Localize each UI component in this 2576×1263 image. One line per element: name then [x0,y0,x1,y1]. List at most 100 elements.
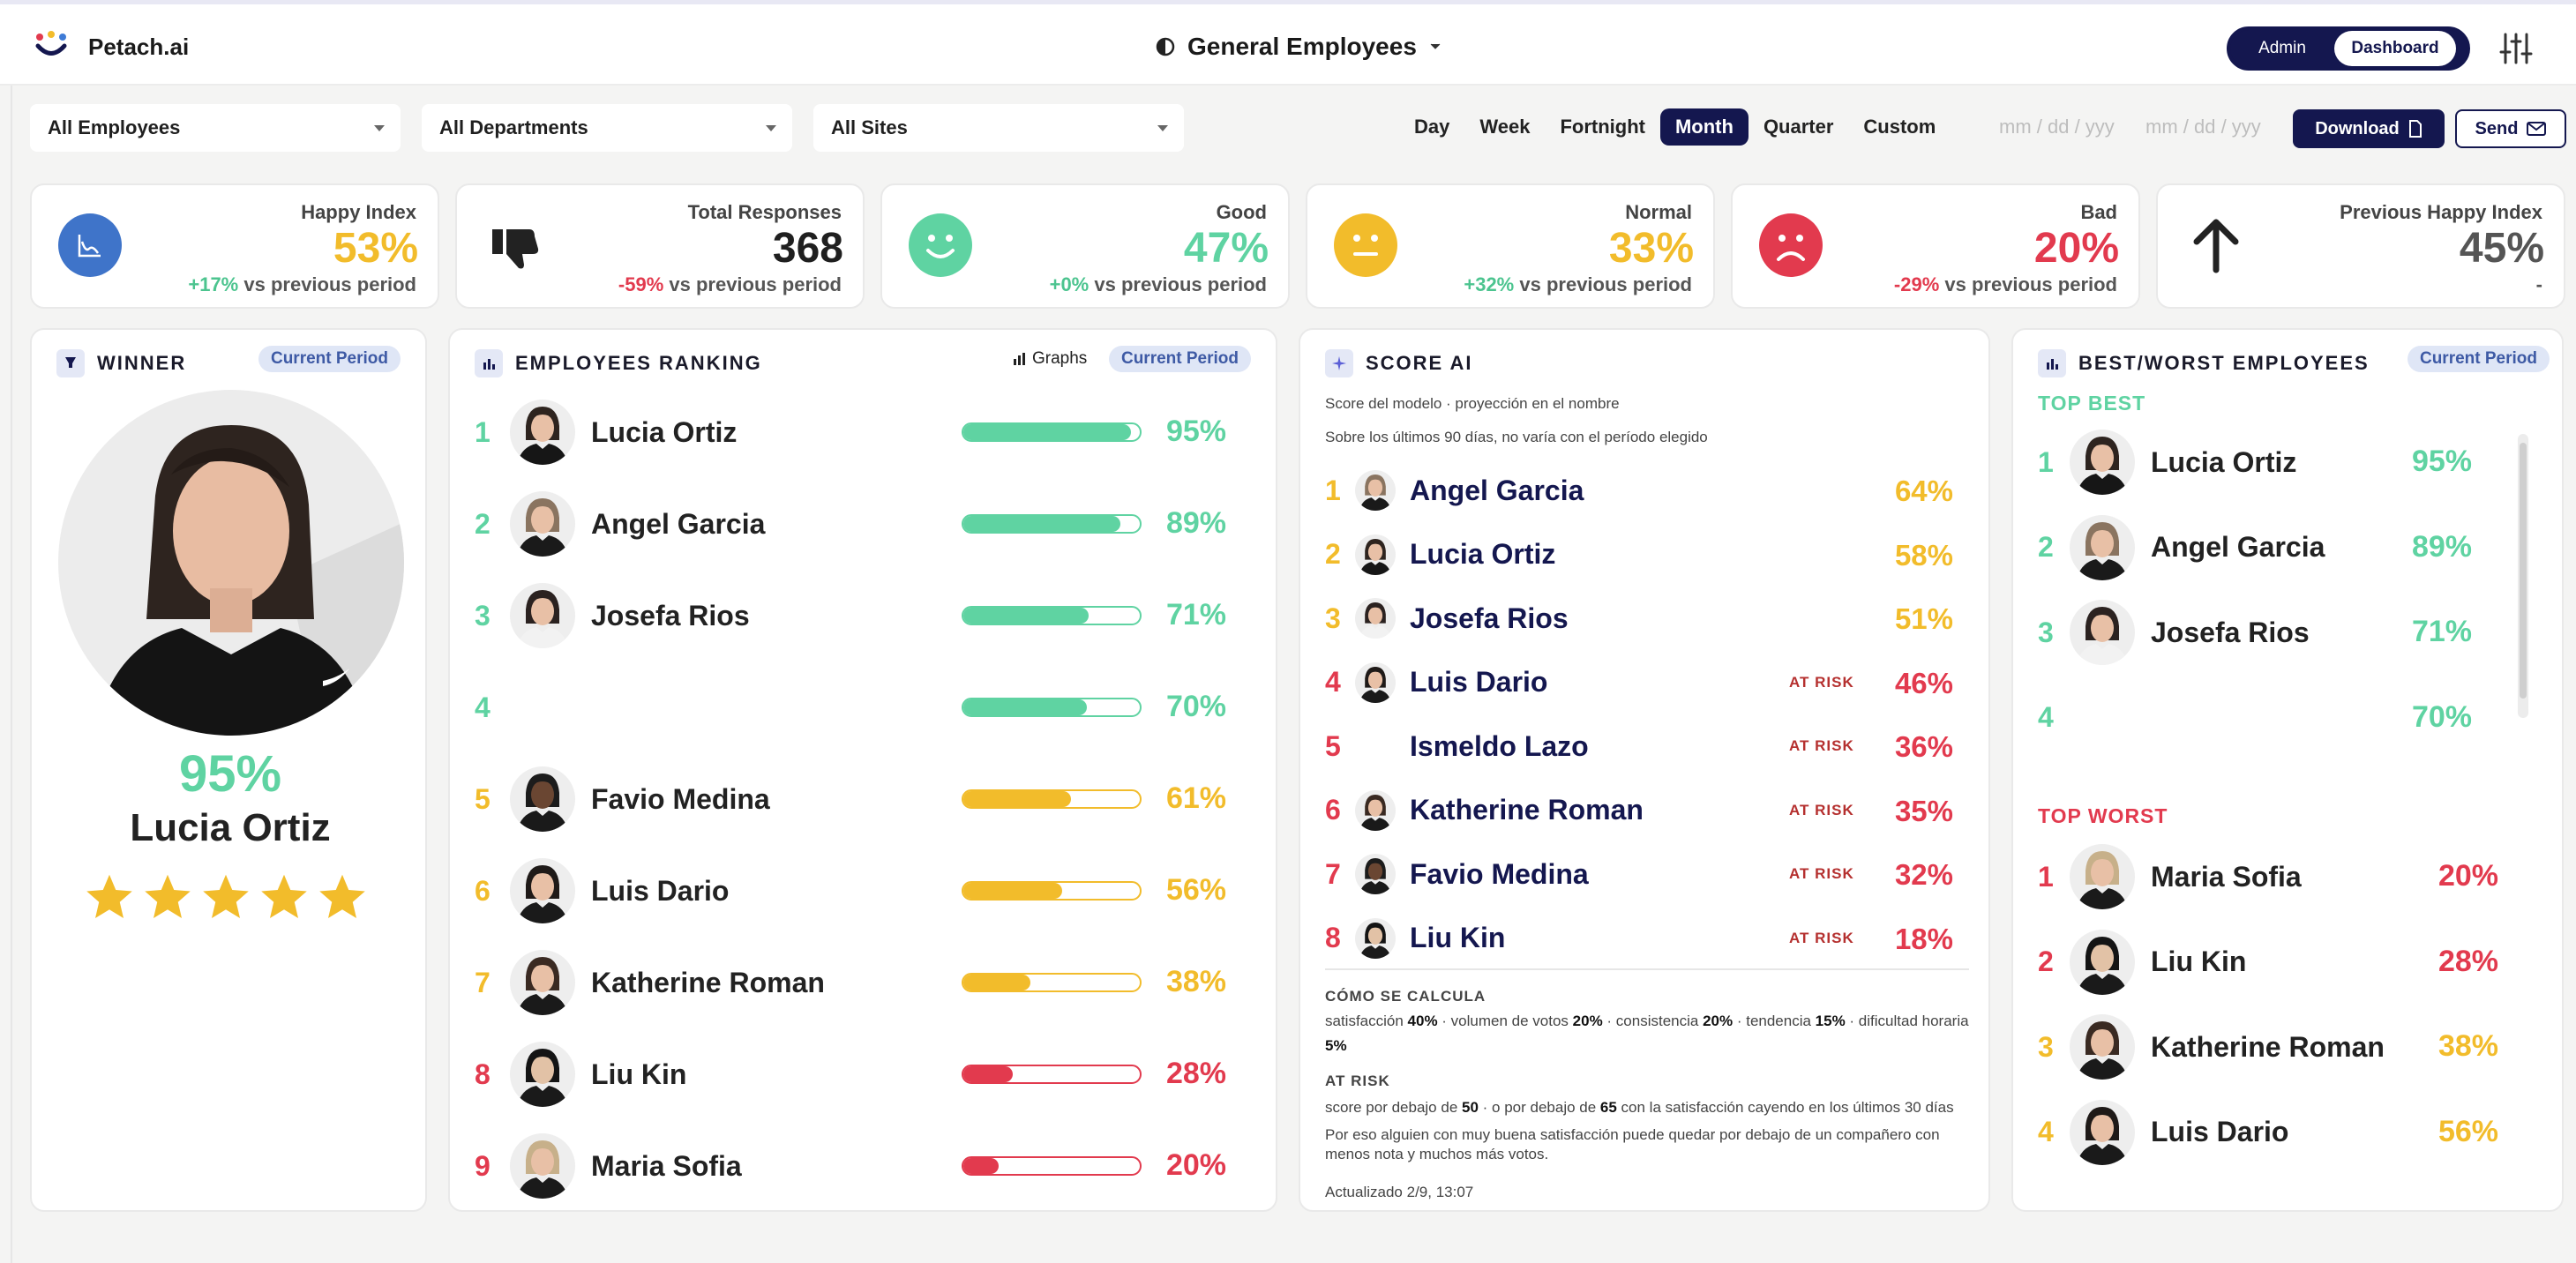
rank-number: 2 [1325,538,1341,570]
employee-name: Josefa Rios [1410,602,1569,634]
thumbs-down-icon [492,229,539,269]
scrollbar-thumb[interactable] [2520,443,2527,699]
score-ai-row[interactable]: 6 Katherine Roman [1325,784,1644,837]
score-ai-value: 51% [1894,602,1953,635]
employee-score: 89% [1165,506,1226,540]
tab-week[interactable]: Week [1479,116,1531,138]
dashboard-toggle[interactable]: Dashboard [2334,31,2456,66]
score-ai-row[interactable]: 4 Luis Dario [1325,656,1547,709]
kpi-good: Good 47% +0% vs previous period [880,183,1290,309]
score-bar-fill [963,975,1030,990]
rank-number: 2 [2038,945,2054,977]
kpi-delta-value: +17% [188,273,239,295]
score-ai-value: 35% [1894,794,1953,827]
tab-month[interactable]: Month [1659,108,1749,146]
rank-number: 5 [1325,729,1341,762]
at-risk-badge: AT RISK [1789,865,1854,882]
employee-score: 70% [1165,690,1226,723]
score-ai-row[interactable]: 8 Liu Kin [1325,912,1505,965]
employee-score: 28% [2437,944,2498,978]
score-bar [962,789,1142,809]
employees-ranking-panel: EMPLOYEES RANKING Graphs Current Period … [448,328,1277,1212]
employee-name: Luis Dario [1410,666,1548,698]
score-bar [962,698,1142,717]
ranking-row[interactable]: 1 Lucia Ortiz [475,399,737,466]
top-worst-row[interactable]: 3 Katherine Roman [2038,1013,2385,1080]
happy-face-icon [909,213,972,277]
page-title: General Employees [1187,33,1417,60]
at-risk-badge: AT RISK [1789,737,1854,754]
kpi-value: 368 [772,225,843,272]
ranking-row[interactable]: 6 Luis Dario [475,857,729,924]
top-worst-row[interactable]: 1 Maria Sofia [2038,843,2302,910]
sites-filter[interactable]: All Sites [813,104,1184,152]
employee-avatar [1355,854,1396,894]
tab-quarter[interactable]: Quarter [1763,116,1834,138]
score-ai-value: 18% [1894,922,1953,955]
employee-score: 38% [1165,965,1226,998]
employee-avatar [1355,661,1396,703]
score-ai-row[interactable]: 3 Josefa Rios [1325,592,1569,645]
top-worst-row[interactable]: 2 Liu Kin [2038,929,2246,996]
employee-avatar [2070,1014,2135,1080]
ranking-row[interactable]: 4 [475,674,510,741]
ranking-row[interactable]: 8 Liu Kin [475,1041,686,1108]
departments-filter[interactable]: All Departments [422,104,792,152]
chart-line-icon [58,213,122,277]
group-selector[interactable]: General Employees [1156,33,1442,61]
top-worst-row[interactable]: 4 Luis Dario [2038,1099,2288,1166]
best-list-scrollbar[interactable] [2518,434,2528,718]
kpi-label: Good [1216,201,1267,223]
score-bar [962,1065,1142,1084]
ranking-row[interactable]: 5 Favio Medina [475,766,770,833]
top-best-row[interactable]: 1 Lucia Ortiz [2038,429,2296,496]
score-bar [962,606,1142,625]
kpi-delta-suffix: vs previous period [669,273,842,295]
ranking-row[interactable]: 3 Josefa Rios [475,582,750,649]
winner-name: Lucia Ortiz [130,806,331,849]
tab-custom[interactable]: Custom [1863,116,1936,138]
end-date-input[interactable]: mm / dd / yyy [2145,116,2261,138]
score-ai-row[interactable]: 1 Angel Garcia [1325,464,1584,517]
employee-score: 89% [2411,529,2472,564]
top-best-row[interactable]: 2 Angel Garcia [2038,514,2325,581]
employee-name: Lucia Ortiz [2151,445,2297,478]
kpi-value: 45% [2459,225,2544,272]
score-ai-row[interactable]: 7 Favio Medina [1325,848,1589,901]
employee-score: 38% [2437,1029,2498,1063]
top-best-row[interactable]: 4 [2038,684,2070,751]
score-ai-row[interactable]: 2 Lucia Ortiz [1325,528,1555,581]
divider [1325,968,1969,970]
score-ai-subtitle-2: Sobre los últimos 90 días, no varía con … [1325,429,1708,445]
employees-filter[interactable]: All Employees [30,104,401,152]
rank-number: 8 [1325,922,1341,953]
kpi-delta-value: - [2535,273,2542,295]
top-best-row[interactable]: 3 Josefa Rios [2038,599,2310,666]
kpi-delta-value: -29% [1893,273,1940,295]
rank-number: 8 [475,1057,490,1090]
tab-fortnight[interactable]: Fortnight [1560,116,1645,138]
graphs-toggle[interactable]: Graphs [1013,349,1087,369]
admin-toggle[interactable]: Admin [2258,39,2306,57]
kpi-delta: +17% vs previous period [188,273,416,296]
employee-avatar [2070,430,2135,495]
rank-number: 3 [1325,602,1341,634]
employee-avatar [510,491,575,557]
kpi-label: Total Responses [687,201,842,223]
ranking-row[interactable]: 7 Katherine Roman [475,949,825,1016]
send-button[interactable]: Send [2455,109,2566,148]
score-bar [962,881,1142,901]
chevron-down-icon [1157,125,1168,131]
at-risk-rule: score por debajo de 50 · o por debajo de… [1325,1099,1954,1116]
ranking-row[interactable]: 9 Maria Sofia [475,1132,742,1199]
rank-number: 3 [2038,616,2054,648]
sliders-icon[interactable] [2498,31,2534,66]
chevron-down-icon [766,125,776,131]
tab-day[interactable]: Day [1414,116,1450,138]
employee-score: 71% [1165,598,1226,632]
download-button[interactable]: Download [2293,109,2445,148]
rank-number: 3 [2038,1030,2054,1063]
ranking-row[interactable]: 2 Angel Garcia [475,490,765,557]
start-date-input[interactable]: mm / dd / yyy [1999,116,2115,138]
score-ai-row[interactable]: 5 Ismeldo Lazo [1325,720,1589,773]
